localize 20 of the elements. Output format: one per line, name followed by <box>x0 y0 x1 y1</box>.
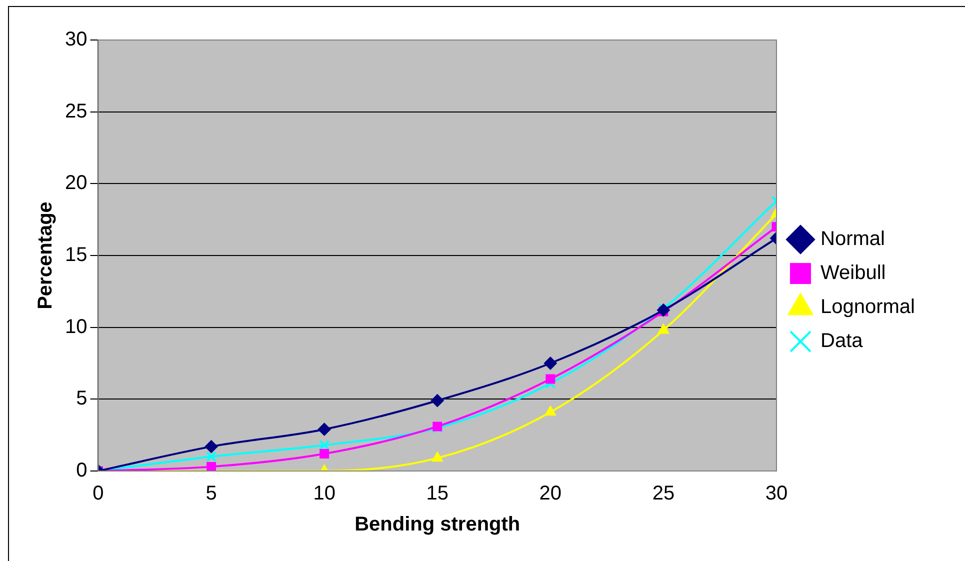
y-tick-label: 15 <box>64 244 88 266</box>
x-tick-label: 15 <box>426 482 448 505</box>
y-tick-label: 20 <box>64 172 88 194</box>
x-tick-label: 10 <box>313 482 336 505</box>
legend-label: Data <box>820 330 864 352</box>
y-tick-label: 25 <box>64 100 88 122</box>
x-axis-title: Bending strength <box>354 514 520 536</box>
x-tick-label: 5 <box>206 482 217 505</box>
y-axis-title: Percentage <box>34 202 57 310</box>
y-tick-label: 5 <box>76 388 88 410</box>
x-tick-label: 0 <box>92 482 104 505</box>
legend-label: Lognormal <box>820 296 916 318</box>
x-tick-label: 20 <box>539 482 562 505</box>
legend-label: Weibull <box>820 262 886 284</box>
y-tick-label: 0 <box>76 460 88 482</box>
y-tick-label: 10 <box>64 316 88 338</box>
x-tick-label: 25 <box>652 482 675 505</box>
x-tick-label: 30 <box>765 482 788 505</box>
legend-label: Normal <box>820 228 885 250</box>
y-tick-label: 30 <box>64 28 88 51</box>
